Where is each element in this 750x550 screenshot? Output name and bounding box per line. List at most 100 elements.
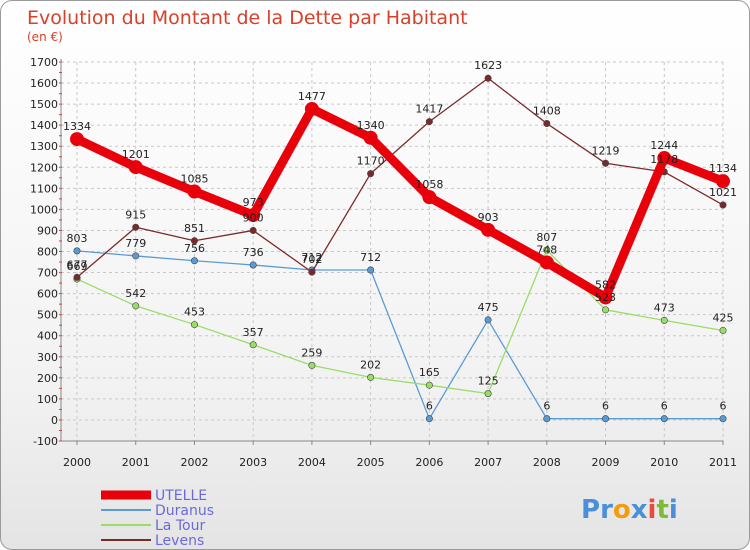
data-label-utelle: 1201 <box>122 148 150 161</box>
data-label-utelle: 582 <box>595 278 616 291</box>
x-tick-label: 2004 <box>298 456 326 469</box>
data-point-levens <box>602 159 610 167</box>
x-tick-label: 2006 <box>415 456 443 469</box>
grid <box>61 61 724 442</box>
data-point-utelle <box>187 184 202 199</box>
logo-letter: P <box>581 495 600 525</box>
data-label-utelle: 1134 <box>709 162 737 175</box>
data-point-duranus <box>719 415 727 423</box>
legend-label-levens: Levens <box>155 533 204 549</box>
data-label-la-tour: 125 <box>478 375 499 388</box>
series-line-duranus <box>76 250 724 420</box>
data-label-duranus: 756 <box>184 242 205 255</box>
data-label-la-tour: 473 <box>654 301 675 314</box>
x-tick-label: 2007 <box>474 456 502 469</box>
chart-subtitle: (en €) <box>27 30 63 44</box>
data-label-utelle: 1334 <box>63 120 91 133</box>
data-point-la-tour <box>425 381 433 389</box>
data-label-utelle: 903 <box>478 211 499 224</box>
logo-letter: o <box>613 495 631 525</box>
proxiti-logo: Proxiti <box>581 495 678 525</box>
y-tick-label: 1000 <box>30 203 58 216</box>
data-label-duranus: 6 <box>720 400 727 413</box>
data-point-la-tour <box>308 361 316 369</box>
data-label-duranus: 475 <box>478 301 499 314</box>
data-label-levens: 1408 <box>533 104 561 117</box>
data-point-la-tour <box>190 321 198 329</box>
data-labels: 6779158519007021170141716231408121911781… <box>63 59 737 412</box>
data-point-la-tour <box>660 316 668 324</box>
legend: UTELLE Duranus La Tour Levens <box>101 488 214 549</box>
x-tick-label: 2000 <box>63 456 91 469</box>
data-point-levens <box>367 170 375 178</box>
logo-letter: r <box>600 495 613 525</box>
data-point-utelle <box>481 222 496 237</box>
data-point-levens <box>308 268 316 276</box>
data-label-la-tour: 357 <box>243 326 264 339</box>
data-label-la-tour: 669 <box>67 260 88 273</box>
legend-label-la-tour: La Tour <box>155 518 205 534</box>
axes: -100 0 100 200 300 400 500 600 700 800 900 1000 1100… <box>30 56 737 469</box>
y-tick-label: 1500 <box>30 98 58 111</box>
data-point-la-tour <box>249 341 257 349</box>
data-point-la-tour <box>602 306 610 314</box>
data-label-la-tour: 807 <box>536 231 557 244</box>
data-label-duranus: 712 <box>301 251 322 264</box>
x-tick-label: 2001 <box>122 456 150 469</box>
data-point-duranus <box>249 261 257 269</box>
legend-label-utelle: UTELLE <box>155 488 207 504</box>
data-label-levens: 702 <box>301 253 322 266</box>
y-tick-label: 900 <box>37 224 58 237</box>
data-label-duranus: 6 <box>426 400 433 413</box>
data-point-duranus <box>660 415 668 423</box>
data-point-utelle <box>657 151 672 166</box>
data-point-utelle <box>422 190 437 205</box>
logo-letter: t <box>656 495 668 525</box>
data-label-levens: 1170 <box>357 155 385 168</box>
data-label-levens: 1219 <box>592 144 620 157</box>
data-point-levens <box>484 74 492 82</box>
data-point-utelle <box>70 132 84 147</box>
series-lines <box>70 74 730 423</box>
legend-label-duranus: Duranus <box>155 503 214 519</box>
x-tick-label: 2002 <box>180 456 208 469</box>
logo-letter: i <box>648 495 657 525</box>
data-label-levens: 915 <box>125 208 146 221</box>
data-label-la-tour: 425 <box>713 311 734 324</box>
data-label-utelle: 1477 <box>298 90 326 103</box>
data-label-duranus: 6 <box>661 400 668 413</box>
y-tick-label: 700 <box>37 267 58 280</box>
data-point-duranus <box>602 415 610 423</box>
data-label-utelle: 1340 <box>357 119 385 132</box>
x-tick-label: 2011 <box>709 456 737 469</box>
data-point-utelle <box>246 208 261 223</box>
y-tick-label: 200 <box>37 372 58 385</box>
data-label-duranus: 6 <box>602 400 609 413</box>
y-tick-label: 1300 <box>30 140 58 153</box>
chart-title: Evolution du Montant de la Dette par Hab… <box>27 7 468 29</box>
data-label-duranus: 712 <box>360 251 381 264</box>
y-tick-label: 800 <box>37 246 58 259</box>
data-point-levens <box>249 226 257 234</box>
data-point-duranus <box>543 415 551 423</box>
data-label-la-tour: 259 <box>301 346 322 359</box>
data-point-utelle <box>539 255 554 270</box>
data-point-la-tour <box>719 326 727 334</box>
data-point-la-tour <box>543 246 551 254</box>
x-tick-label: 2008 <box>533 456 561 469</box>
data-label-duranus: 779 <box>125 237 146 250</box>
data-point-utelle <box>363 130 378 145</box>
data-label-la-tour: 165 <box>419 366 440 379</box>
y-tick-label: 0 <box>51 414 58 427</box>
data-label-utelle: 1085 <box>180 172 208 185</box>
data-point-la-tour <box>132 302 140 310</box>
series-line-levens <box>76 77 724 279</box>
data-label-la-tour: 202 <box>360 358 381 371</box>
data-label-levens: 900 <box>243 211 264 224</box>
data-label-duranus: 6 <box>543 400 550 413</box>
data-point-duranus <box>425 415 433 423</box>
data-point-utelle <box>128 160 143 175</box>
data-label-duranus: 736 <box>243 246 264 259</box>
